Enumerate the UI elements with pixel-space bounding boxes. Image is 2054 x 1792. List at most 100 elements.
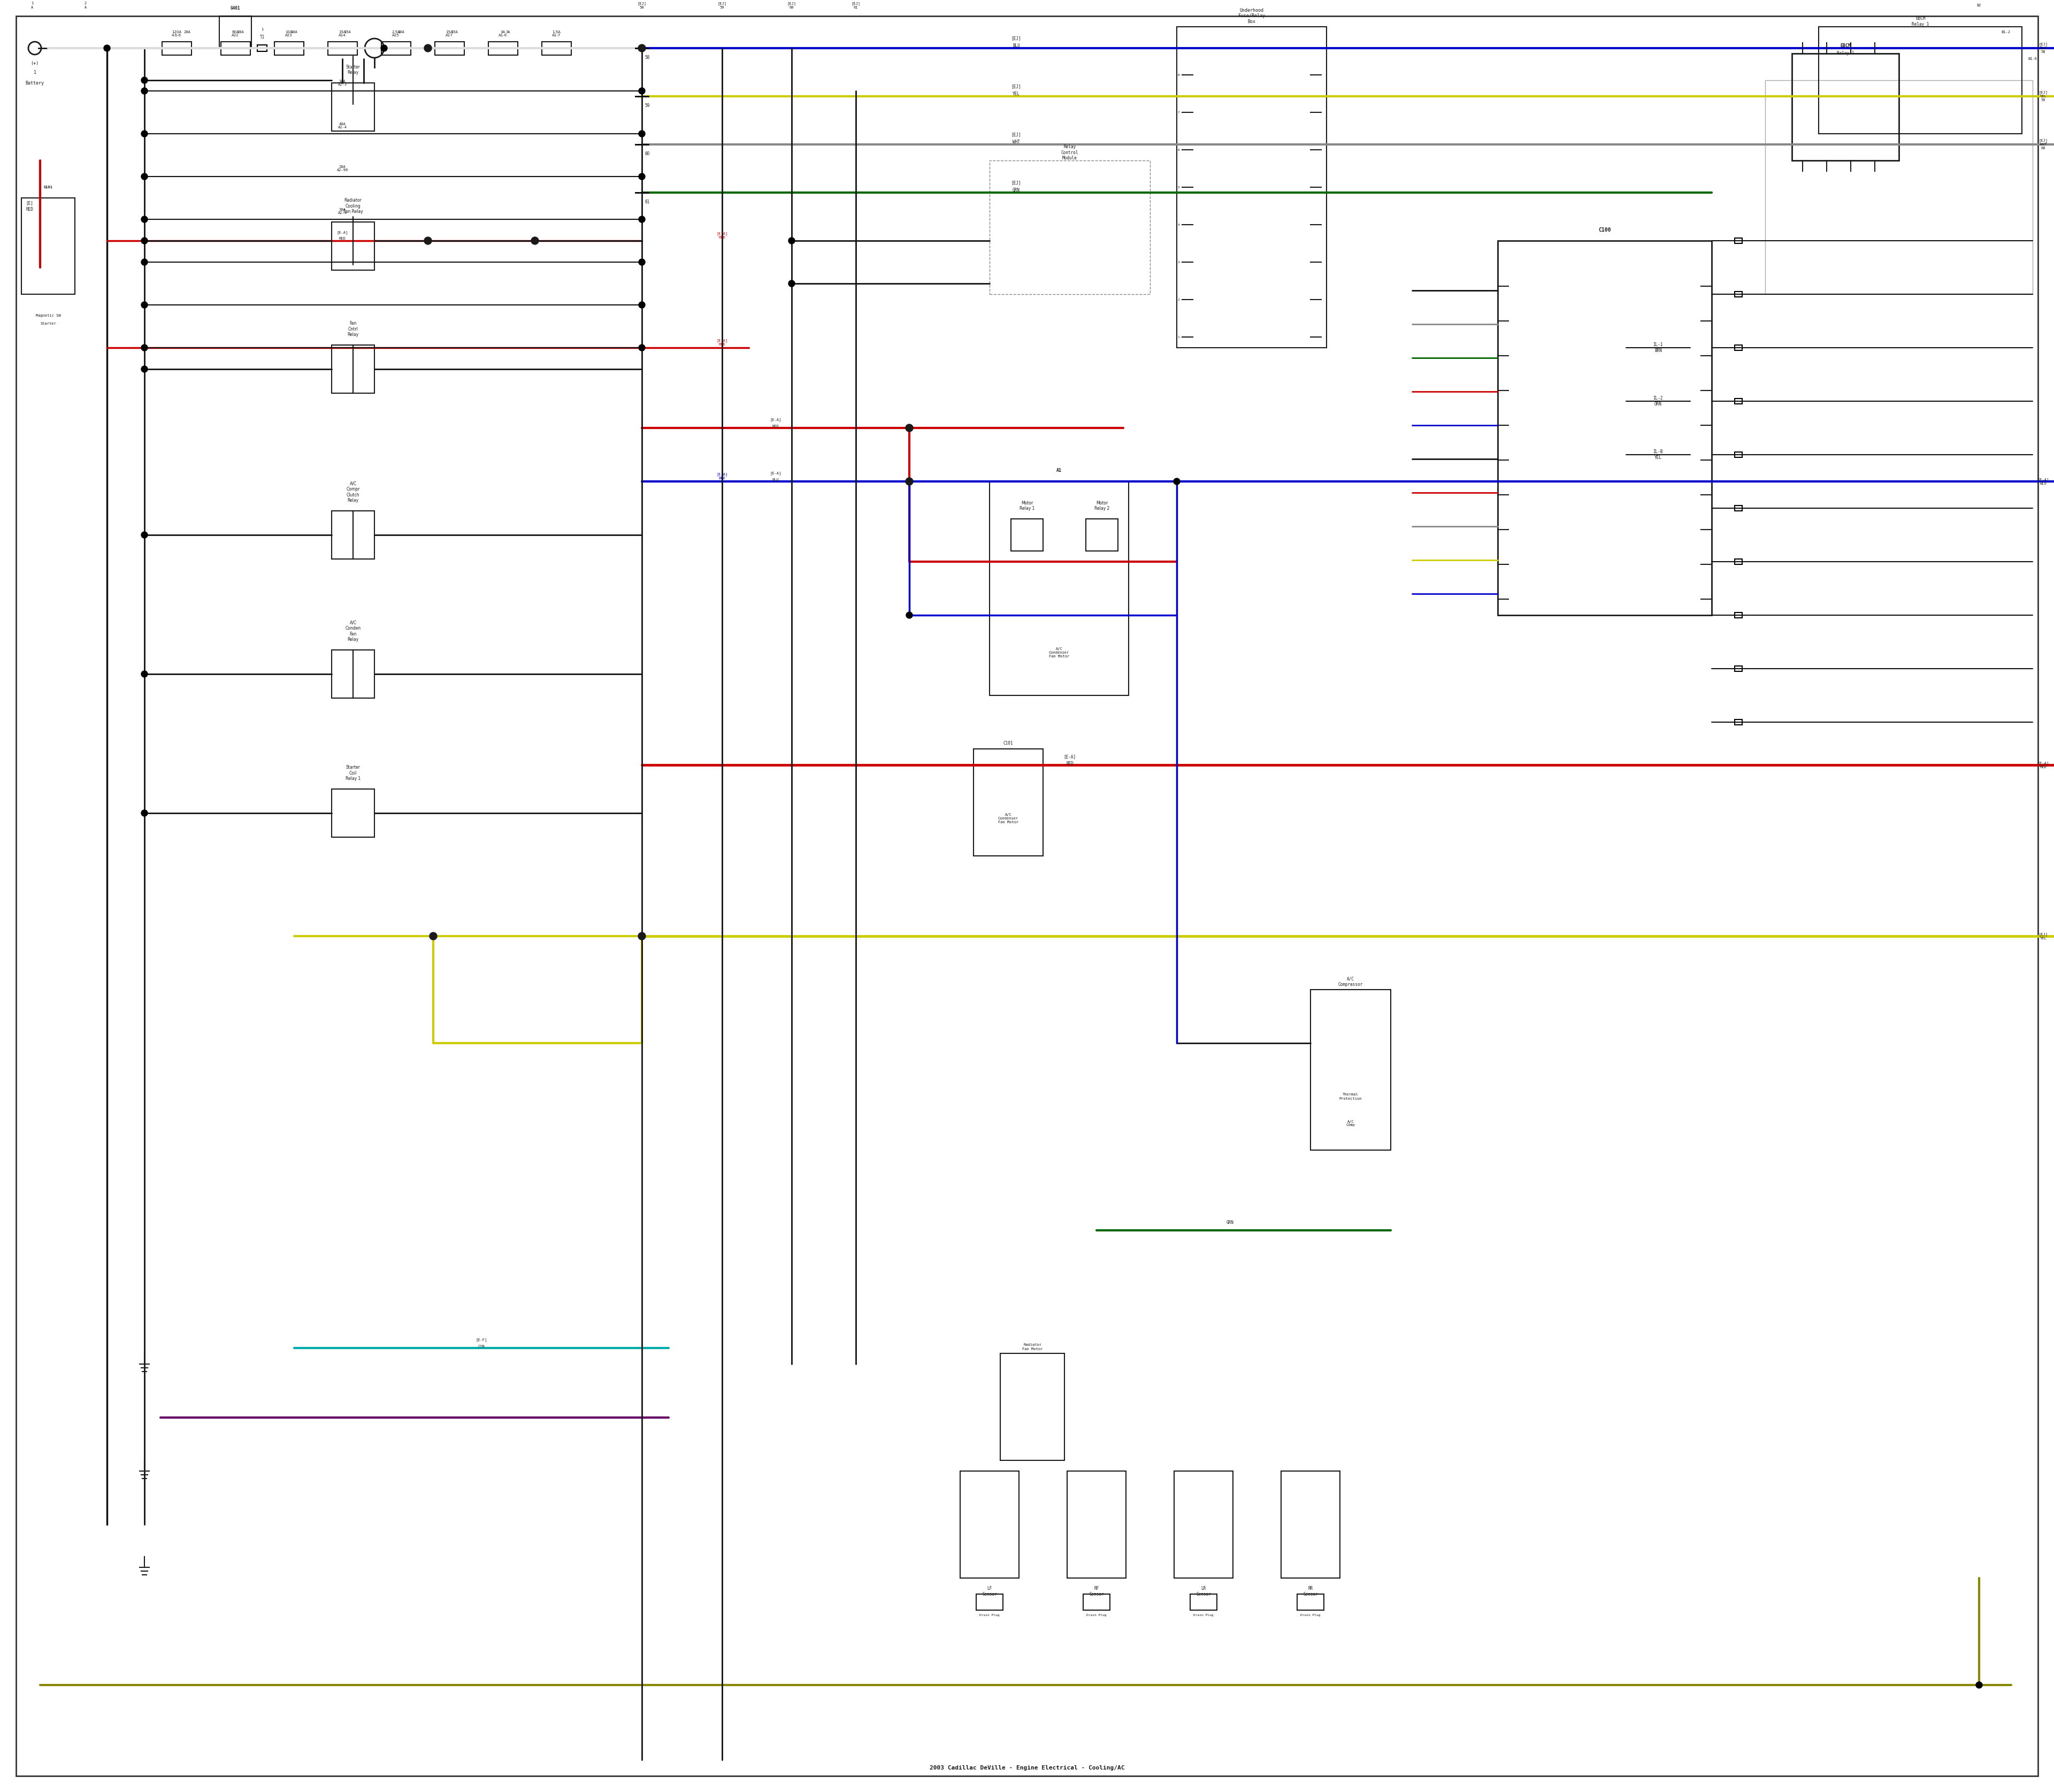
Bar [1791,54,1898,161]
Text: CYN: CYN [479,1344,485,1348]
Circle shape [425,45,431,52]
Text: [E-A]
RED: [E-A] RED [717,231,727,238]
Text: Drain Plug: Drain Plug [1193,1615,1214,1616]
Circle shape [425,45,431,52]
Bar [489,41,518,56]
Text: Relay 1: Relay 1 [1836,52,1855,56]
Text: [EJ]
58: [EJ] 58 [637,2,647,9]
Bar [1000,1353,1064,1460]
Text: Magnetic SW: Magnetic SW [35,314,62,317]
Bar [974,749,1043,857]
Bar [542,41,571,56]
Text: A1: A1 [1056,468,1062,473]
Text: [E-F]: [E-F] [477,1339,487,1342]
Circle shape [532,237,538,244]
Circle shape [639,88,645,95]
Text: Underhood
Fuse/Relay
Box: Underhood Fuse/Relay Box [1239,9,1265,23]
Text: WHT: WHT [1013,140,1021,143]
Bar [331,346,374,392]
Bar [21,197,74,294]
Text: [EJ]
YEL
59: [EJ] YEL 59 [2040,91,2048,102]
Text: [EJ]: [EJ] [1011,36,1021,41]
Bar [1818,27,2021,134]
Circle shape [789,238,795,244]
Text: Drain Plug: Drain Plug [980,1615,1000,1616]
Text: 10A: 10A [292,30,298,34]
Circle shape [1976,1683,1982,1688]
Text: IL-1
BRN: IL-1 BRN [1653,342,1664,353]
Bar [162,41,191,56]
Text: 20A: 20A [183,30,191,34]
Text: EBCM: EBCM [1840,43,1851,48]
Text: [EJ]
BLU
58: [EJ] BLU 58 [2040,43,2048,54]
Bar [990,161,1150,294]
Bar [1087,520,1117,550]
Circle shape [906,478,914,486]
Text: Starter
Relay: Starter Relay [345,65,359,75]
Bar [220,41,251,56]
Text: Battery: Battery [25,81,43,86]
Bar [1298,1595,1325,1611]
Bar [1068,1471,1126,1579]
Circle shape [639,301,645,308]
Text: [EJ]: [EJ] [1011,84,1021,90]
Bar [331,511,374,559]
Circle shape [142,217,148,222]
Text: 3A
A1-6: 3A A1-6 [499,30,507,38]
Text: 15A
A14: 15A A14 [339,30,345,38]
Text: A/C
Condenser
Fan Motor: A/C Condenser Fan Motor [1050,647,1070,658]
Circle shape [639,131,645,136]
Circle shape [142,366,148,373]
Text: RED: RED [1066,762,1074,765]
Text: A/C
Condenser
Fan Motor: A/C Condenser Fan Motor [998,814,1019,824]
Text: C100: C100 [1598,228,1610,233]
Text: [EJ]: [EJ] [1011,133,1021,138]
Bar [382,41,411,56]
Text: 1: 1 [33,70,37,75]
Circle shape [142,670,148,677]
Text: LF
Sensor: LF Sensor [982,1586,996,1597]
Bar [1736,559,1742,564]
Bar [1736,346,1742,349]
Circle shape [142,258,148,265]
Bar [1310,989,1391,1150]
Text: Drain Plug: Drain Plug [1300,1615,1321,1616]
Bar [959,1471,1019,1579]
Text: 15A
A17: 15A A17 [446,30,454,38]
Text: RED: RED [27,208,33,211]
Circle shape [142,238,148,244]
Text: Relay
Control
Module: Relay Control Module [1062,145,1078,161]
Bar [1177,27,1327,348]
Text: IL-B
YEL: IL-B YEL [1653,450,1664,461]
Text: Motor
Relay 1: Motor Relay 1 [1019,500,1035,511]
Text: (+): (+) [31,61,39,66]
Circle shape [425,237,431,244]
Text: B1-6: B1-6 [2027,57,2038,61]
Text: LR
Sensor: LR Sensor [1195,1586,1212,1597]
Bar [331,650,374,699]
Text: [EJ]: [EJ] [1011,181,1021,185]
Circle shape [429,932,438,939]
Bar [1082,1595,1109,1611]
Bar [1497,240,1711,615]
Text: A/C
Conden
Fan
Relay: A/C Conden Fan Relay [345,620,362,642]
Text: B2: B2 [1976,4,1982,7]
Text: [E-A]: [E-A] [337,231,347,235]
Bar [220,16,251,48]
Text: Fan
Cntrl
Relay: Fan Cntrl Relay [347,321,359,337]
Text: [E-A]: [E-A] [770,418,781,421]
Text: [E-A]
RED: [E-A] RED [2038,762,2050,769]
Text: 15A: 15A [452,30,458,34]
Text: [EJ]
60: [EJ] 60 [787,2,797,9]
Text: RED: RED [772,425,778,428]
Circle shape [906,478,912,484]
Bar [1282,1471,1339,1579]
Text: EBCM
Relay 1: EBCM Relay 1 [1912,16,1929,27]
Text: Drain Plug: Drain Plug [1087,1615,1107,1616]
Text: 2
A: 2 A [84,2,86,9]
Text: 120A
4.6-6: 120A 4.6-6 [173,30,181,38]
Text: Thermal
Protection: Thermal Protection [1339,1093,1362,1100]
Circle shape [639,217,645,222]
Text: [E]: [E] [27,201,33,206]
Circle shape [142,174,148,179]
